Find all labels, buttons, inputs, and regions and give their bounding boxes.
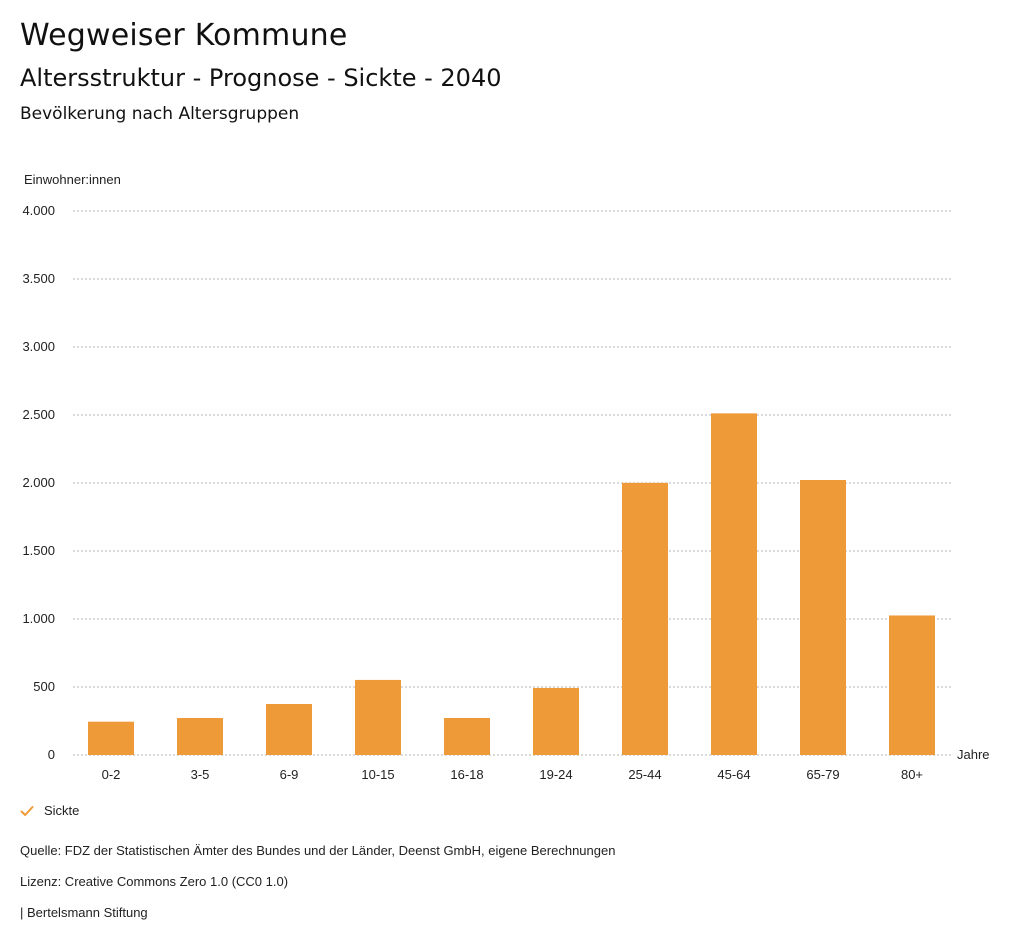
y-tick-label: 4.000 [22,203,55,218]
x-tick-label: 3-5 [191,767,210,782]
x-tick-label: 0-2 [102,767,121,782]
bar-45-64[interactable] [711,413,757,755]
bar-10-15[interactable] [355,679,401,755]
checkmark-icon [20,805,34,816]
x-tick-label: 19-24 [539,767,572,782]
x-tick-label: 16-18 [450,767,483,782]
y-tick-label: 1.000 [22,611,55,626]
source-note: Quelle: FDZ der Statistischen Ämter des … [20,843,616,858]
brand-title: Wegweiser Kommune [20,18,348,53]
bar-3-5[interactable] [177,718,223,755]
y-tick-label: 3.000 [22,339,55,354]
y-tick-label: 3.500 [22,271,55,286]
license-note: Lizenz: Creative Commons Zero 1.0 (CC0 1… [20,874,289,889]
publisher-note: | Bertelsmann Stiftung [20,905,148,920]
y-tick-label: 2.500 [22,407,55,422]
bar-chart: Einwohner:innen 0 500 1.000 1.500 2.000 2.500… [22,172,990,782]
x-axis-label: Jahre [957,747,990,762]
bar-19-24[interactable] [533,687,579,755]
y-axis-label: Einwohner:innen [24,172,121,187]
y-tick-labels: 0 500 1.000 1.500 2.000 2.500 3.000 3.500 4.000 [22,203,55,762]
x-tick-label: 10-15 [361,767,394,782]
bar-65-79[interactable] [800,480,846,755]
x-tick-label: 6-9 [280,767,299,782]
bar-6-9[interactable] [266,704,312,755]
bar-0-2[interactable] [88,721,134,755]
y-tick-label: 2.000 [22,475,55,490]
y-tick-label: 1.500 [22,543,55,558]
y-tick-label: 0 [48,747,55,762]
bar-80+[interactable] [889,615,935,755]
y-tick-label: 500 [33,679,55,694]
x-tick-label: 25-44 [628,767,661,782]
bars [88,413,935,755]
x-tick-labels: 0-2 3-5 6-9 10-15 16-18 19-24 25-44 45-64 65-79 8… [102,767,923,782]
legend-item-sickte[interactable]: Sickte [20,803,79,818]
chart-subtitle: Bevölkerung nach Altersgruppen [20,104,300,124]
x-tick-label: 65-79 [806,767,839,782]
legend-label: Sickte [44,803,80,818]
bar-25-44[interactable] [622,482,668,755]
x-tick-label: 80+ [901,767,923,782]
x-tick-label: 45-64 [717,767,750,782]
chart-title: Altersstruktur - Prognose - Sickte - 204… [20,64,502,92]
bar-16-18[interactable] [444,718,490,755]
